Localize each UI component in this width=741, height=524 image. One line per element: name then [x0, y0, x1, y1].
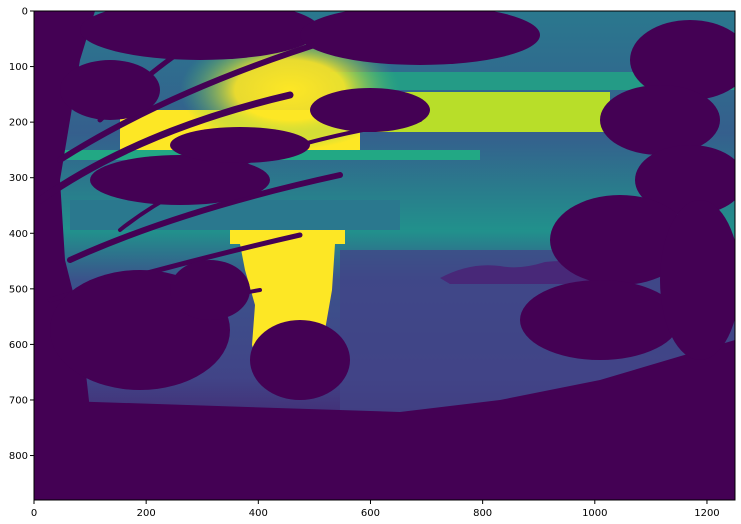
x-tick-label: 800 [473, 508, 492, 519]
x-tick-label: 400 [249, 508, 268, 519]
y-tick-label: 100 [9, 62, 28, 73]
x-tick-label: 1000 [582, 508, 607, 519]
y-tick-label: 500 [9, 284, 28, 295]
sky-band [330, 72, 735, 90]
sky-band [70, 200, 400, 230]
tree-silhouette [34, 11, 95, 410]
y-tick-label: 400 [9, 229, 28, 240]
y-axis: 0 100 200 300 400 500 600 700 800 [9, 7, 34, 462]
x-tick-label: 200 [137, 508, 156, 519]
y-tick-label: 800 [9, 451, 28, 462]
foreground-land [34, 340, 735, 500]
plot-frame [33, 10, 736, 501]
x-tick-label: 0 [31, 508, 37, 519]
x-tick-label: 600 [361, 508, 380, 519]
y-tick-label: 600 [9, 340, 28, 351]
y-tick-label: 0 [22, 7, 28, 18]
y-tick-label: 200 [9, 118, 28, 129]
heatmap-image [34, 11, 735, 500]
foliage [50, 11, 735, 400]
x-axis: 0 200 400 600 800 1000 1200 [31, 500, 720, 519]
y-tick-label: 700 [9, 395, 28, 406]
x-tick-label: 1200 [694, 508, 719, 519]
y-tick-label: 300 [9, 173, 28, 184]
